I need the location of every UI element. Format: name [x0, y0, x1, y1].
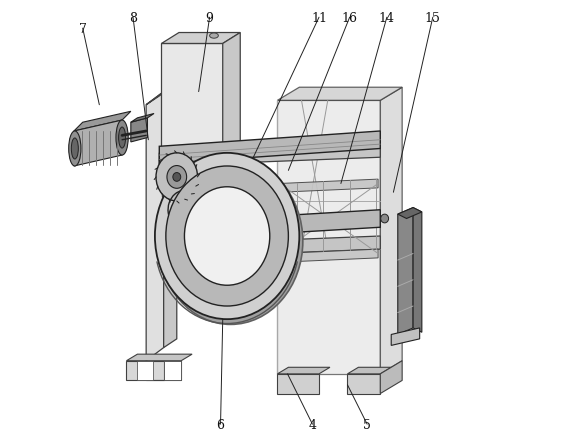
Ellipse shape: [173, 173, 181, 182]
Polygon shape: [159, 237, 380, 258]
Polygon shape: [164, 361, 181, 381]
Polygon shape: [127, 354, 192, 361]
Text: 4: 4: [308, 418, 316, 431]
Polygon shape: [127, 361, 181, 381]
Polygon shape: [279, 250, 378, 263]
Polygon shape: [223, 33, 240, 158]
Polygon shape: [159, 132, 380, 164]
Text: 14: 14: [379, 12, 395, 25]
Polygon shape: [380, 361, 402, 394]
Polygon shape: [398, 208, 422, 219]
Text: 8: 8: [129, 12, 137, 25]
Polygon shape: [74, 121, 122, 166]
Polygon shape: [159, 145, 380, 166]
Ellipse shape: [72, 139, 78, 159]
Ellipse shape: [119, 128, 126, 149]
Text: 7: 7: [79, 23, 87, 35]
Polygon shape: [164, 84, 177, 348]
Text: 15: 15: [425, 12, 441, 25]
Ellipse shape: [210, 34, 218, 39]
Ellipse shape: [185, 187, 270, 286]
Polygon shape: [137, 361, 153, 381]
Ellipse shape: [158, 159, 303, 325]
Polygon shape: [380, 88, 402, 374]
Polygon shape: [277, 367, 330, 374]
Polygon shape: [146, 92, 164, 361]
Ellipse shape: [156, 153, 198, 201]
Polygon shape: [159, 210, 380, 241]
Ellipse shape: [166, 166, 289, 306]
Polygon shape: [146, 84, 177, 106]
Text: 11: 11: [311, 12, 327, 25]
Polygon shape: [131, 114, 154, 123]
Polygon shape: [391, 328, 420, 346]
Polygon shape: [131, 119, 148, 143]
Polygon shape: [348, 367, 391, 374]
Text: 9: 9: [206, 12, 214, 25]
Ellipse shape: [167, 166, 187, 189]
Ellipse shape: [69, 132, 81, 166]
Polygon shape: [277, 88, 402, 101]
Text: 5: 5: [363, 418, 371, 431]
Text: 6: 6: [216, 418, 224, 431]
Polygon shape: [161, 44, 223, 158]
Polygon shape: [413, 208, 422, 332]
Ellipse shape: [381, 215, 389, 223]
Polygon shape: [277, 101, 380, 374]
Ellipse shape: [116, 121, 128, 155]
Text: 16: 16: [341, 12, 358, 25]
Polygon shape: [277, 374, 319, 394]
Polygon shape: [279, 180, 378, 193]
Polygon shape: [398, 208, 413, 335]
Polygon shape: [161, 33, 240, 44]
Ellipse shape: [155, 153, 299, 319]
Polygon shape: [348, 374, 380, 394]
Polygon shape: [74, 112, 131, 132]
